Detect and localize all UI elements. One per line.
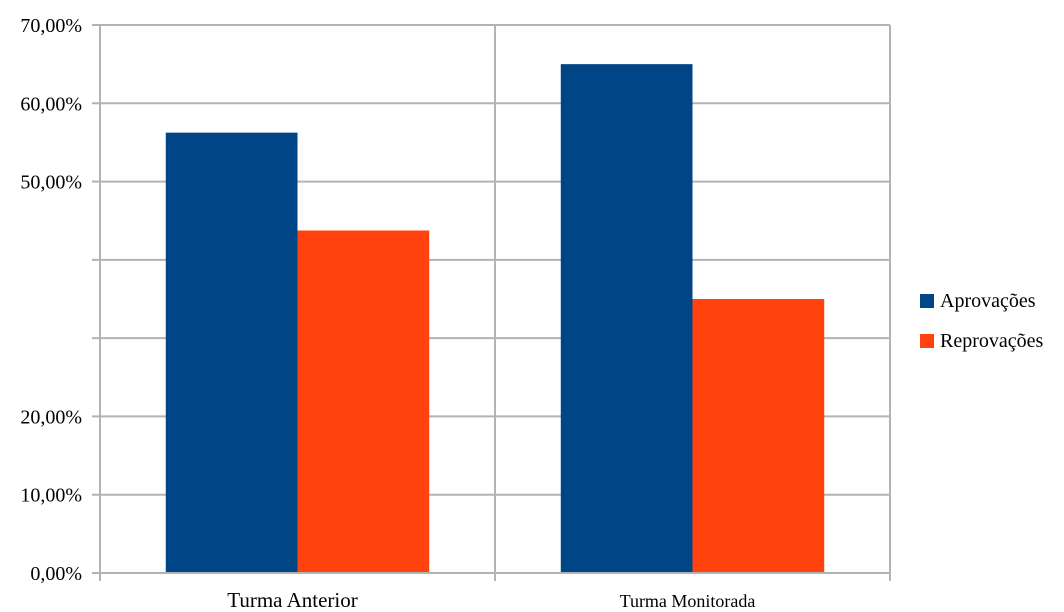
y-tick-labels: 0,00% 10,00% 20,00% 50,00% 60,00% 70,00% [20,15,82,585]
legend-item-aprovacoes: Aprovações [920,286,1043,316]
y-tick-label: 0,00% [30,563,82,585]
legend-swatch-aprovacoes [920,294,934,308]
y-tick-label: 60,00% [20,93,82,115]
x-tick-label: Turma Anterior [227,588,357,612]
bar-aprovacoes-2 [560,64,693,574]
y-tick-label: 10,00% [20,485,82,507]
x-tick-label: Turma Monitorada [620,591,756,611]
bars [165,64,825,574]
bar-aprovacoes-1 [165,132,298,573]
axes [92,24,891,581]
bar-reprovacoes-2 [692,299,825,573]
bar-reprovacoes-1 [297,230,430,573]
y-tick-label: 50,00% [20,172,82,194]
legend: Aprovações Reprovações [920,286,1043,366]
legend-item-reprovacoes: Reprovações [920,326,1043,356]
legend-swatch-reprovacoes [920,334,934,348]
y-tick-label: 20,00% [20,406,82,428]
legend-label-aprovacoes: Aprovações [940,289,1036,312]
x-tick-labels: Turma Anterior Turma Monitorada [227,588,755,612]
y-tick-label: 70,00% [20,15,82,37]
legend-label-reprovacoes: Reprovações [940,329,1044,352]
